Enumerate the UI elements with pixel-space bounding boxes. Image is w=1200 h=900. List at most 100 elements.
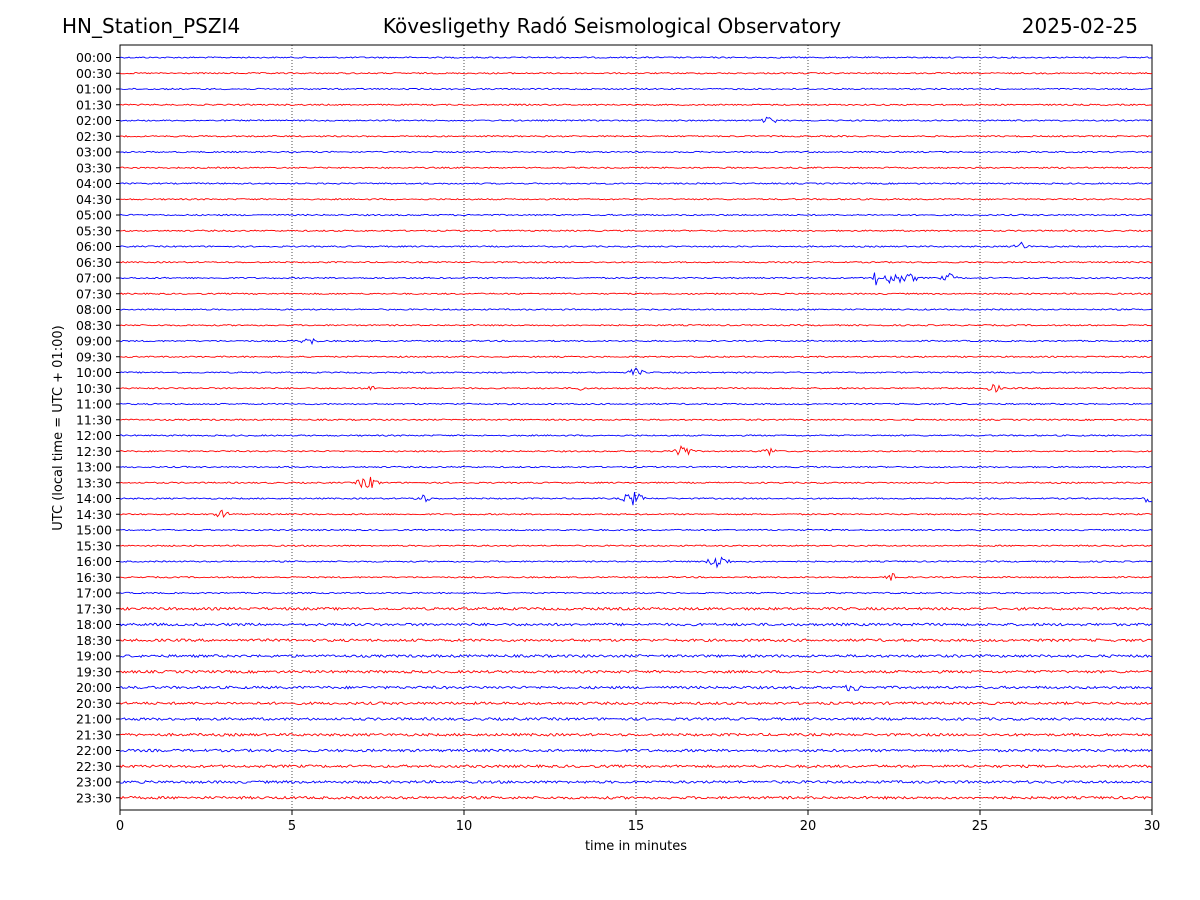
trace-line-1700 — [119, 591, 1153, 595]
trace-line-1130 — [119, 418, 1153, 422]
trace-line-1200 — [119, 434, 1153, 437]
y-tick-label: 21:30 — [76, 727, 112, 742]
trace-line-0600 — [119, 241, 1153, 249]
trace-line-1030 — [119, 383, 1153, 393]
trace-line-0000 — [119, 56, 1153, 59]
trace-line-2200 — [119, 748, 1153, 753]
y-tick-label: 09:00 — [76, 334, 112, 349]
x-tick-label: 20 — [800, 819, 817, 834]
trace-line-0730 — [119, 292, 1153, 296]
y-tick-label: 14:00 — [76, 491, 112, 506]
trace-line-1900 — [119, 653, 1153, 659]
y-axis-label: UTC (local time = UTC + 01:00) — [51, 325, 66, 530]
y-tick-label: 22:30 — [76, 759, 112, 774]
y-tick-label: 08:00 — [76, 302, 112, 317]
y-tick-label: 13:30 — [76, 475, 112, 490]
y-tick-label: 20:00 — [76, 680, 112, 695]
y-tick-label: 06:30 — [76, 255, 112, 270]
trace-line-1330 — [119, 476, 1153, 489]
y-tick-label: 11:00 — [76, 397, 112, 412]
trace-line-0200 — [119, 116, 1153, 124]
y-tick-label: 06:00 — [76, 239, 112, 254]
x-tick-label: 5 — [288, 819, 296, 834]
y-tick-label: 09:30 — [76, 349, 112, 364]
trace-line-1830 — [119, 638, 1153, 643]
y-tick-label: 02:00 — [76, 113, 112, 128]
x-tick-label: 10 — [456, 819, 473, 834]
y-tick-label: 10:30 — [76, 381, 112, 396]
date-title: 2025-02-25 — [1021, 14, 1138, 38]
y-tick-label: 07:30 — [76, 286, 112, 301]
trace-line-1430 — [119, 509, 1153, 518]
trace-line-0100 — [119, 87, 1153, 91]
x-axis-label: time in minutes — [585, 839, 687, 854]
y-tick-label: 05:30 — [76, 223, 112, 238]
x-tick-label: 0 — [116, 819, 124, 834]
trace-line-2100 — [119, 716, 1153, 722]
y-tick-label: 11:30 — [76, 412, 112, 427]
trace-line-1500 — [119, 528, 1153, 532]
y-tick-label: 19:30 — [76, 664, 112, 679]
trace-line-2030 — [119, 701, 1153, 706]
trace-line-1230 — [119, 445, 1153, 457]
trace-line-0900 — [119, 337, 1153, 346]
trace-line-2330 — [119, 795, 1153, 800]
y-tick-label: 18:30 — [76, 633, 112, 648]
y-tick-label: 23:00 — [76, 775, 112, 790]
y-tick-label: 15:00 — [76, 523, 112, 538]
y-tick-label: 16:30 — [76, 570, 112, 585]
y-tick-label: 12:00 — [76, 428, 112, 443]
y-tick-label: 17:30 — [76, 601, 112, 616]
y-tick-label: 15:30 — [76, 538, 112, 553]
observatory-title: Kövesligethy Radó Seismological Observat… — [382, 14, 842, 38]
trace-line-1730 — [119, 606, 1153, 611]
trace-line-2300 — [119, 779, 1153, 785]
y-tick-label: 07:00 — [76, 271, 112, 286]
trace-line-0530 — [119, 229, 1153, 233]
trace-line-0630 — [119, 260, 1153, 264]
y-tick-label: 04:00 — [76, 176, 112, 191]
trace-line-1600 — [119, 556, 1153, 569]
y-tick-label: 10:00 — [76, 365, 112, 380]
y-tick-label: 05:00 — [76, 208, 112, 223]
x-tick-label: 30 — [1144, 819, 1161, 834]
y-tick-label: 12:30 — [76, 444, 112, 459]
y-tick-label: 13:00 — [76, 460, 112, 475]
y-tick-label: 08:30 — [76, 318, 112, 333]
y-tick-label: 00:30 — [76, 66, 112, 81]
trace-line-1800 — [119, 622, 1153, 627]
y-tick-label: 03:00 — [76, 145, 112, 160]
y-tick-label: 22:00 — [76, 743, 112, 758]
trace-line-0400 — [119, 182, 1153, 185]
trace-line-2000 — [119, 684, 1153, 692]
trace-line-1630 — [119, 573, 1153, 581]
trace-line-1530 — [119, 544, 1153, 548]
trace-line-0430 — [119, 198, 1153, 201]
trace-line-0830 — [119, 323, 1153, 327]
y-tick-label: 04:30 — [76, 192, 112, 207]
y-tick-label: 23:30 — [76, 790, 112, 805]
y-tick-label: 19:00 — [76, 649, 112, 664]
trace-line-1300 — [119, 465, 1153, 469]
y-tick-label: 21:00 — [76, 712, 112, 727]
trace-line-1000 — [119, 367, 1153, 376]
trace-line-0130 — [119, 103, 1153, 107]
y-tick-label: 00:00 — [76, 50, 112, 65]
trace-line-0800 — [119, 308, 1153, 311]
trace-line-0330 — [119, 166, 1153, 170]
y-tick-label: 02:30 — [76, 129, 112, 144]
y-tick-label: 14:30 — [76, 507, 112, 522]
y-tick-label: 18:00 — [76, 617, 112, 632]
trace-line-0030 — [119, 72, 1153, 75]
x-tick-label: 25 — [972, 819, 989, 834]
station-title: HN_Station_PSZI4 — [62, 14, 241, 38]
trace-line-0930 — [119, 355, 1153, 359]
trace-line-1930 — [119, 669, 1153, 674]
trace-line-2130 — [119, 732, 1153, 737]
x-tick-label: 15 — [628, 819, 645, 834]
y-tick-label: 20:30 — [76, 696, 112, 711]
y-tick-label: 03:30 — [76, 160, 112, 175]
y-tick-label: 01:00 — [76, 82, 112, 97]
trace-line-0230 — [119, 134, 1153, 138]
